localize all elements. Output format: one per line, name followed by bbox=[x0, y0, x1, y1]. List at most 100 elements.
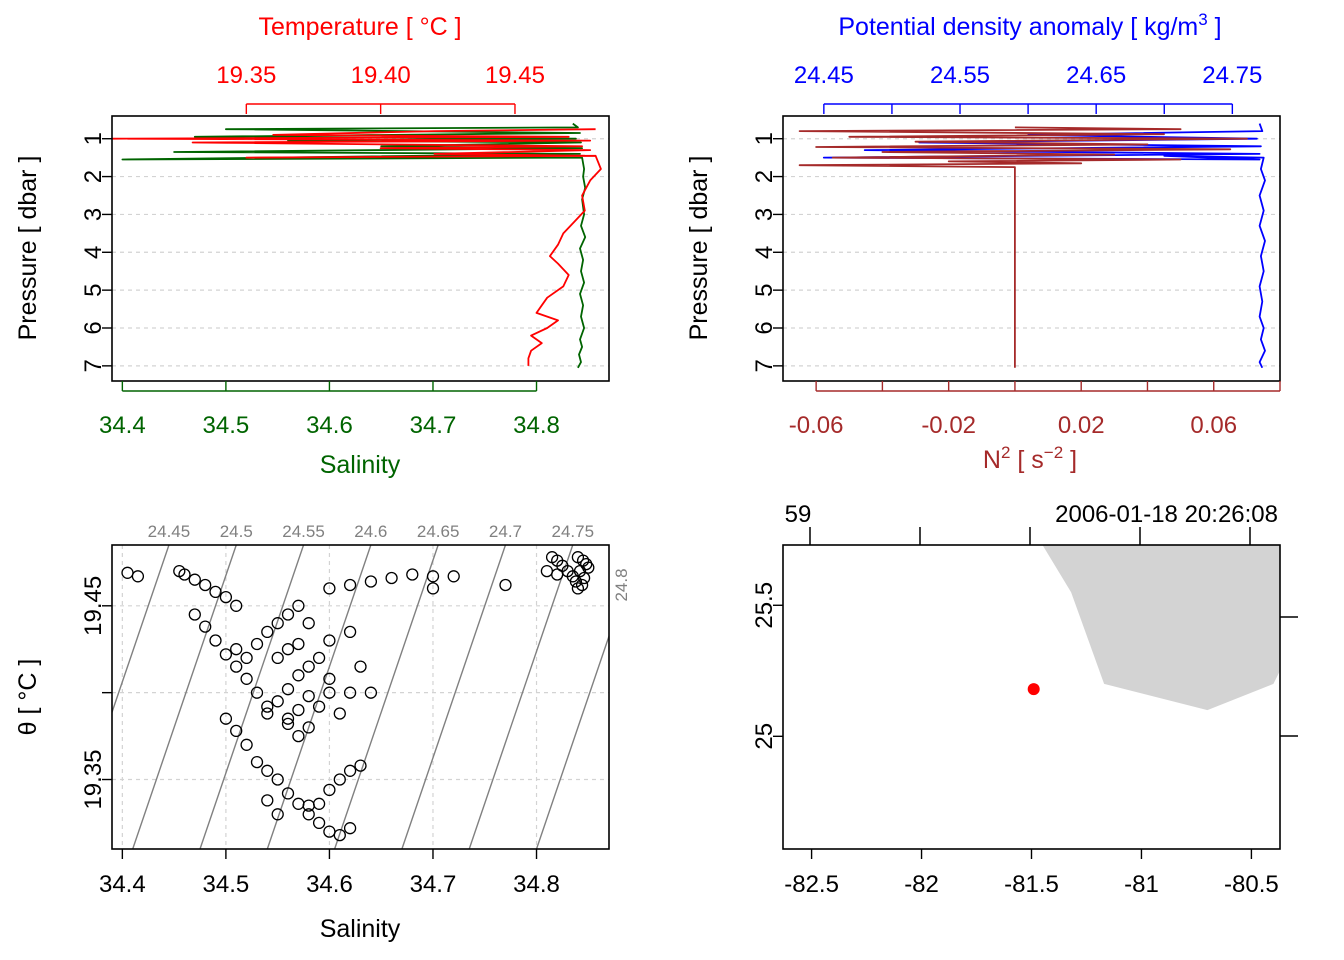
p3-point bbox=[354, 759, 367, 772]
p1-y-tick-label: 4 bbox=[80, 246, 107, 259]
p4-x-tick-label: -80.5 bbox=[1224, 871, 1279, 898]
p1-y-tick-label: 1 bbox=[80, 132, 107, 145]
p3-y-tick-label: 19.35 bbox=[80, 749, 107, 809]
p2-plot-frame bbox=[782, 115, 1281, 382]
p3-point bbox=[323, 672, 336, 685]
p3-point bbox=[261, 625, 274, 639]
p2-top-axis-title: Potential density anomaly [ kg/m3 ] bbox=[838, 10, 1221, 41]
p3-point bbox=[499, 578, 512, 592]
p1-ticks: 1 2 3 4 5 6 7 34.4 34.5 34.6 34.7 34.8 19.35 19.40 19.… bbox=[80, 62, 560, 439]
p3-point bbox=[364, 575, 378, 588]
p1-gridlines bbox=[112, 138, 609, 367]
p3-point bbox=[312, 700, 326, 713]
p1-series bbox=[111, 122, 602, 369]
p1-y-tick-label: 6 bbox=[80, 321, 107, 334]
p2-top-tick-label: 24.65 bbox=[1066, 62, 1126, 89]
p4-land-polygon bbox=[1042, 545, 1280, 711]
p3-point bbox=[271, 773, 284, 786]
p3-point bbox=[333, 707, 346, 720]
p3-point bbox=[219, 648, 233, 661]
p3-point bbox=[302, 808, 315, 821]
p2-top-tick-label: 24.45 bbox=[794, 62, 854, 89]
p3-point bbox=[199, 620, 212, 633]
p3-x-tick-label: 34.5 bbox=[203, 871, 250, 898]
p3-point bbox=[178, 568, 191, 581]
p3-point bbox=[302, 660, 315, 673]
p3-point bbox=[545, 551, 559, 564]
p3-point bbox=[209, 585, 222, 599]
p3-isopycnal-label: 24.65 bbox=[417, 522, 460, 541]
p2-bottom-tick-label: 0.06 bbox=[1190, 412, 1237, 439]
p2-series bbox=[798, 123, 1266, 369]
p3-point bbox=[250, 637, 264, 651]
p3-point bbox=[250, 755, 264, 769]
p4-x-tick-label: -82 bbox=[904, 871, 939, 898]
p1-bottom-tick-label: 34.5 bbox=[203, 412, 250, 439]
p3-point bbox=[323, 783, 336, 797]
p3-point bbox=[188, 608, 201, 621]
p3-point bbox=[292, 669, 305, 682]
p1-top-tick-label: 19.45 bbox=[485, 62, 545, 89]
p3-point bbox=[271, 808, 284, 821]
p3-point bbox=[312, 816, 326, 830]
p1-top-axis-title: Temperature [ °C ] bbox=[258, 13, 461, 41]
p3-point bbox=[447, 570, 460, 583]
p3-point bbox=[302, 721, 315, 734]
p2-y-tick-label: 3 bbox=[751, 208, 778, 221]
p3-point bbox=[281, 717, 295, 731]
p4-x-tick-label: -81 bbox=[1124, 871, 1159, 898]
p3-point bbox=[230, 599, 243, 612]
p3-point bbox=[575, 578, 589, 592]
p1-top-tick-label: 19.40 bbox=[351, 62, 411, 89]
p3-y-axis-title: θ [ °C ] bbox=[14, 659, 42, 736]
p3-isopycnal-line bbox=[468, 545, 574, 849]
p3-point bbox=[261, 707, 274, 720]
p3-isopycnal-label: 24.7 bbox=[489, 522, 522, 541]
p2-top-tick-label: 24.55 bbox=[930, 62, 990, 89]
p2-bottom-tick-label: -0.02 bbox=[921, 412, 976, 439]
p3-point bbox=[219, 712, 233, 725]
panel-ts-diagram: 24.45 24.5 24.55 24.6 24.65 24.7 24.75 24.8 34.… bbox=[14, 522, 631, 943]
p3-point bbox=[343, 764, 357, 777]
p3-point bbox=[261, 764, 274, 777]
p3-y-tick-label: 19.45 bbox=[80, 576, 107, 636]
p3-point bbox=[540, 564, 554, 578]
p3-point bbox=[312, 797, 326, 810]
p3-point bbox=[292, 599, 305, 612]
p3-point bbox=[131, 570, 145, 583]
p1-bottom-tick-label: 34.6 bbox=[306, 412, 353, 439]
p3-point bbox=[333, 773, 346, 786]
p3-point bbox=[188, 573, 201, 586]
p3-x-tick-label: 34.8 bbox=[513, 871, 560, 898]
p4-land bbox=[1042, 545, 1280, 711]
p3-point bbox=[121, 566, 134, 579]
p3-point bbox=[219, 590, 233, 604]
p3-isopycnal-label: 24.55 bbox=[282, 522, 325, 541]
p4-x-tick-label: -81.5 bbox=[1004, 871, 1059, 898]
p3-point bbox=[271, 695, 284, 708]
p3-point bbox=[240, 738, 253, 751]
p3-point bbox=[343, 625, 357, 639]
p3-x-tick-label: 34.4 bbox=[99, 871, 146, 898]
p3-x-axis-title: Salinity bbox=[320, 915, 401, 943]
p1-bottom-tick-label: 34.8 bbox=[513, 412, 560, 439]
p3-point bbox=[312, 651, 326, 665]
p4-y-tick-label: 25 bbox=[751, 723, 778, 750]
p2-y-tick-label: 1 bbox=[751, 132, 778, 145]
p3-point bbox=[582, 561, 595, 574]
p1-bottom-axis-title: Salinity bbox=[320, 451, 401, 479]
p2-y-tick-label: 6 bbox=[751, 321, 778, 334]
p3-point bbox=[281, 712, 295, 725]
p1-y-tick-label: 7 bbox=[80, 359, 107, 372]
p3-point bbox=[209, 634, 222, 647]
p2-y-tick-label: 5 bbox=[751, 283, 778, 296]
p3-point bbox=[323, 686, 336, 699]
p4-ticks: -82.5 -82 -81.5 -81 -80.5 25 25.5 bbox=[751, 582, 1279, 898]
p3-point bbox=[343, 578, 357, 592]
panel-station-map: -82.5 -82 -81.5 -81 -80.5 25 25.5 59 2006-01-1… bbox=[751, 501, 1298, 898]
p4-station bbox=[1027, 683, 1040, 696]
p1-top-tick-label: 19.35 bbox=[216, 62, 276, 89]
p3-isopycnal-line bbox=[535, 634, 609, 849]
p3-isopycnal-label: 24.5 bbox=[220, 522, 253, 541]
